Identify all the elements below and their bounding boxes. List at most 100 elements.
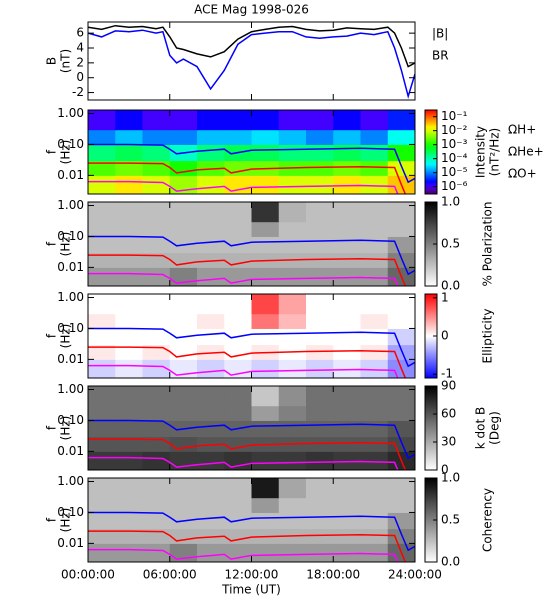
heatmap-cell (88, 313, 116, 329)
heatmap-cell (88, 512, 116, 530)
heatmap-cell (197, 344, 225, 360)
heatmap-cell (88, 202, 116, 223)
heatmap-cell (251, 144, 280, 162)
heatmap-cell (224, 436, 252, 452)
heatmap-cell (197, 267, 225, 286)
series-line (88, 24, 415, 68)
heatmap-cell (224, 344, 252, 360)
heatmap-cell (169, 359, 198, 378)
y-tick-label: 0.01 (57, 260, 84, 274)
y-tick-label: 4 (76, 41, 84, 55)
heatmap-cell (306, 328, 334, 346)
plot-area (88, 24, 415, 100)
heatmap-cell (224, 129, 252, 145)
y-tick-label: 0 (76, 70, 84, 84)
heatmap-cell (360, 236, 389, 254)
heatmap-cell (333, 543, 361, 562)
heatmap-cell (278, 478, 307, 499)
heatmap-cell (333, 175, 361, 194)
heatmap-cell (360, 221, 389, 237)
colorbar-tick-label: 0 (441, 329, 449, 343)
heatmap-cell (333, 451, 361, 470)
y-axis-label: (nT) (59, 49, 73, 73)
heatmap-cell (115, 528, 143, 544)
heatmap-cell (169, 313, 198, 329)
colorbar-label: (nT²/Hz) (488, 128, 502, 176)
heatmap-cell (197, 405, 225, 421)
heatmap-cell (387, 129, 415, 145)
heatmap-cell (306, 236, 334, 254)
heatmap-cell (88, 252, 116, 268)
heatmap-cell (142, 478, 171, 499)
heatmap-cell (115, 386, 143, 407)
plot-area (88, 294, 415, 378)
heatmap-cell (251, 221, 280, 237)
heatmap-cell (224, 267, 252, 286)
heatmap-cell (115, 359, 143, 378)
heatmap-cell (197, 129, 225, 145)
series-line (88, 29, 415, 100)
heatmap-cell (224, 202, 252, 223)
heatmap-cell (142, 129, 171, 145)
series-line (88, 548, 399, 562)
y-tick-label: 1.00 (57, 382, 84, 396)
heatmap-cell (360, 202, 389, 223)
heatmap-cell (169, 543, 198, 562)
heatmap-cell (387, 405, 415, 421)
heatmap-cell (278, 175, 307, 194)
heatmap-cell (333, 129, 361, 145)
heatmap-cell (387, 160, 415, 176)
heatmap-cell (88, 436, 116, 452)
y-tick-label: 0.01 (57, 444, 84, 458)
heatmap-cell (115, 328, 143, 346)
heatmap-cell (169, 528, 198, 544)
heatmap-cell (88, 478, 116, 499)
heatmap-cell (142, 202, 171, 223)
heatmap-cell (197, 436, 225, 452)
plot-area (88, 202, 415, 286)
heatmap-cell (88, 221, 116, 237)
x-tick-label: 12:00:00 (225, 568, 279, 582)
heatmap-cell (251, 129, 280, 145)
heatmap-cell (88, 386, 116, 407)
heatmap-cell (387, 344, 415, 360)
heatmap-cell (142, 386, 171, 407)
y-axis-label: f (45, 149, 59, 154)
heatmap-cell (387, 328, 415, 346)
heatmap-cell (224, 313, 252, 329)
heatmap-cell (169, 252, 198, 268)
heatmap-cell (88, 160, 116, 176)
heatmap-cell (278, 110, 307, 131)
heatmap-cell (115, 252, 143, 268)
legend-label: ΩH+ (508, 123, 536, 137)
heatmap-cell (169, 344, 198, 360)
heatmap-cell (115, 512, 143, 530)
heatmap-cell (278, 359, 307, 378)
heatmap-cell (333, 221, 361, 237)
heatmap-cell (88, 129, 116, 145)
heatmap-cell (278, 512, 307, 530)
series-line (88, 511, 415, 552)
y-axis-label: (Hz) (59, 508, 73, 533)
heatmap-cell (387, 313, 415, 329)
heatmap-cell (387, 497, 415, 513)
y-axis-label: f (45, 333, 59, 338)
heatmap-cell (360, 160, 389, 176)
heatmap-cell (197, 160, 225, 176)
y-tick-label: 0.10 (57, 229, 84, 243)
heatmap-cell (360, 436, 389, 452)
heatmap-cell (115, 344, 143, 360)
heatmap-cell (115, 313, 143, 329)
y-axis-label: f (45, 517, 59, 522)
heatmap-cell (333, 405, 361, 421)
heatmap-cell (142, 110, 171, 131)
y-axis-label: f (45, 425, 59, 430)
heatmap-cell (115, 405, 143, 421)
heatmap-cell (142, 543, 171, 562)
heatmap-cell (88, 497, 116, 513)
heatmap-cell (251, 386, 280, 407)
heatmap-cell (333, 236, 361, 254)
heatmap-cell (197, 236, 225, 254)
heatmap-cell (142, 512, 171, 530)
